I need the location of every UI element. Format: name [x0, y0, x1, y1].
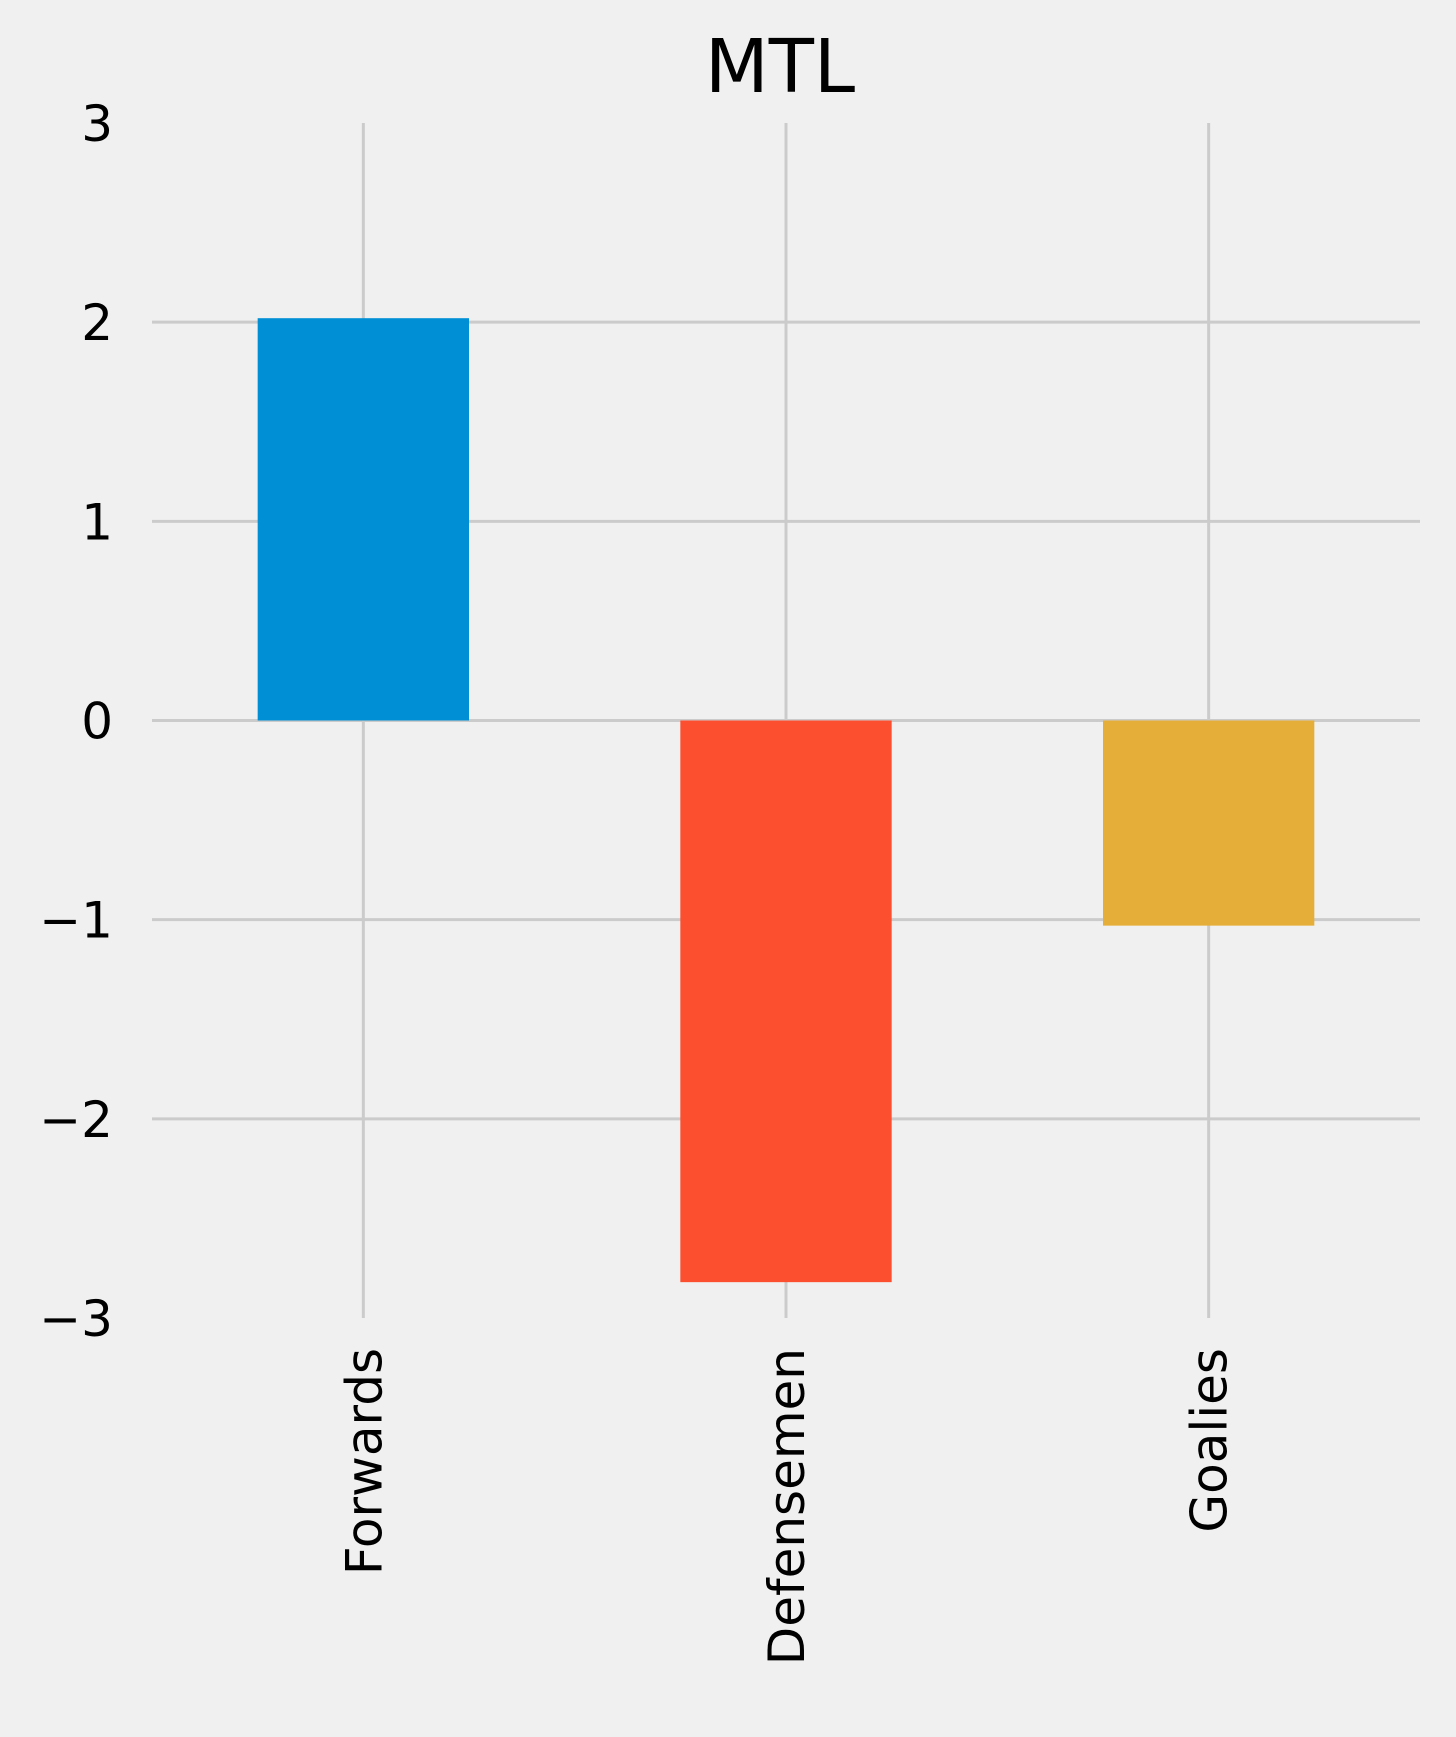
y-tick-label: −3 — [39, 1290, 113, 1348]
y-tick-label: 2 — [81, 294, 113, 352]
x-tick-label: Defensemen — [758, 1348, 816, 1665]
bars — [257, 318, 1315, 1283]
x-axis-ticks: Forwards Defensemen Goalies — [335, 1348, 1238, 1665]
x-tick-label: Goalies — [1181, 1348, 1239, 1533]
chart-title: MTL — [705, 24, 855, 110]
y-tick-label: 1 — [81, 493, 113, 551]
bar-goalies — [1103, 720, 1315, 926]
y-tick-label: −2 — [39, 1091, 113, 1149]
x-tick-label: Forwards — [335, 1348, 393, 1575]
bar-defensemen — [680, 720, 892, 1283]
y-tick-label: 3 — [81, 95, 113, 153]
bar-forwards — [257, 318, 469, 721]
y-tick-label: −1 — [39, 892, 113, 950]
y-tick-label: 0 — [81, 693, 113, 751]
y-axis-ticks: 3 2 1 0 −1 −2 −3 — [39, 95, 113, 1348]
